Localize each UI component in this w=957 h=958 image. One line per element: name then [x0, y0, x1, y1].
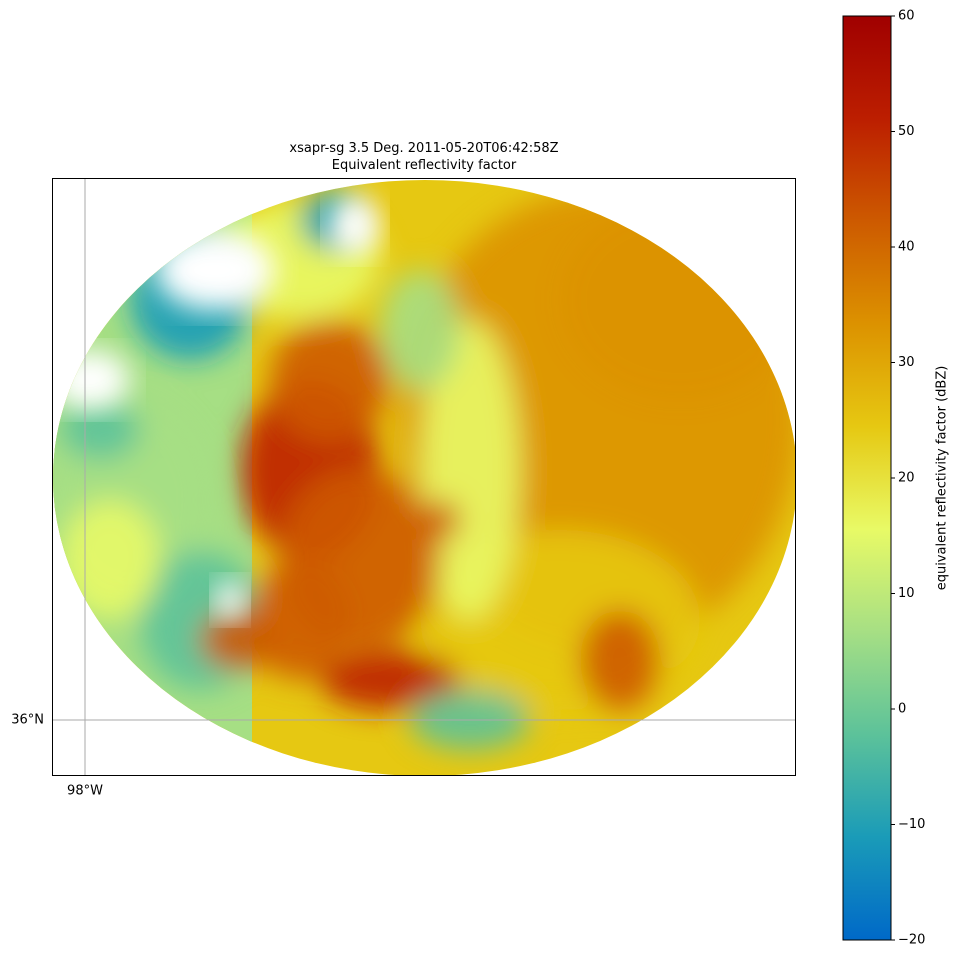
- echo: [560, 200, 796, 400]
- lat-label: 36°N: [11, 713, 44, 728]
- colorbar-tick-label: 40: [898, 240, 915, 255]
- colorbar-tick-label: 10: [898, 586, 915, 601]
- echo: [380, 270, 460, 390]
- colorbar-tick-label: 30: [898, 355, 915, 370]
- echo: [580, 610, 660, 710]
- colorbar-tick-label: −20: [898, 933, 925, 948]
- echo: [320, 650, 460, 710]
- colorbar-tick-label: 0: [898, 702, 906, 717]
- echo: [420, 320, 520, 620]
- echo: [250, 560, 350, 680]
- colorbar-tick-label: 60: [898, 9, 915, 24]
- echo: [60, 400, 140, 460]
- lon-label: 98°W: [67, 784, 103, 799]
- no-echo: [215, 580, 245, 620]
- chart-title: xsapr-sg 3.5 Deg. 2011-05-20T06:42:58Z: [289, 141, 558, 156]
- no-echo: [53, 350, 130, 410]
- colorbar-tick-label: −10: [898, 817, 925, 832]
- chart-subtitle: Equivalent reflectivity factor: [332, 158, 517, 173]
- colorbar-tick-label: 50: [898, 124, 915, 139]
- reflectivity-image: [53, 180, 796, 776]
- echo: [60, 500, 160, 620]
- radar-echoes: [53, 190, 796, 750]
- colorbar: [842, 15, 892, 941]
- no-echo: [330, 195, 380, 255]
- colorbar-tick-label: 20: [898, 471, 915, 486]
- no-echo: [155, 230, 275, 310]
- radar-field: [53, 180, 796, 776]
- echo: [420, 500, 460, 540]
- echo: [270, 320, 390, 440]
- plot-frame: [52, 178, 796, 776]
- colorbar-label: equivalent reflectivity factor (dBZ): [935, 366, 950, 591]
- map-gridlines: 36°N 98°W: [11, 178, 796, 799]
